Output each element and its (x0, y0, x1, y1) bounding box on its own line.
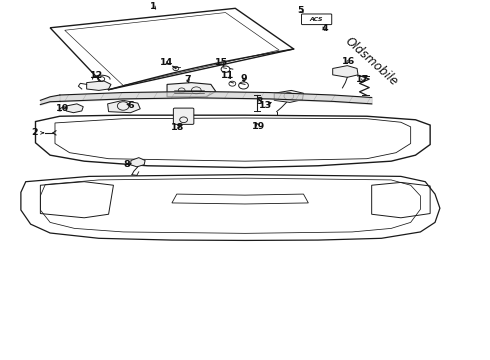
Text: 7: 7 (185, 75, 191, 84)
Text: 15: 15 (215, 58, 228, 67)
Text: 11: 11 (221, 71, 234, 80)
Text: 9: 9 (241, 74, 247, 83)
Text: 17: 17 (356, 75, 369, 84)
Text: 3: 3 (256, 97, 263, 106)
Polygon shape (333, 66, 358, 77)
Text: 5: 5 (297, 6, 304, 15)
Text: 1: 1 (150, 2, 157, 11)
Text: 4: 4 (321, 24, 328, 33)
Polygon shape (66, 104, 83, 113)
FancyBboxPatch shape (173, 108, 194, 124)
Text: 19: 19 (252, 122, 265, 131)
Polygon shape (87, 81, 111, 90)
Text: 12: 12 (90, 71, 103, 80)
Text: Oldsmobile: Oldsmobile (343, 35, 401, 88)
Text: 2: 2 (31, 129, 44, 138)
Polygon shape (130, 158, 145, 167)
Polygon shape (274, 90, 303, 103)
Polygon shape (108, 100, 140, 113)
Text: 14: 14 (159, 58, 172, 67)
Text: ACS: ACS (310, 17, 323, 22)
Text: 8: 8 (123, 160, 131, 169)
Text: 13: 13 (259, 102, 272, 111)
Text: 18: 18 (171, 123, 184, 132)
Text: 6: 6 (127, 101, 134, 110)
Text: 16: 16 (342, 57, 355, 66)
Text: 10: 10 (56, 104, 70, 113)
Polygon shape (167, 83, 216, 97)
